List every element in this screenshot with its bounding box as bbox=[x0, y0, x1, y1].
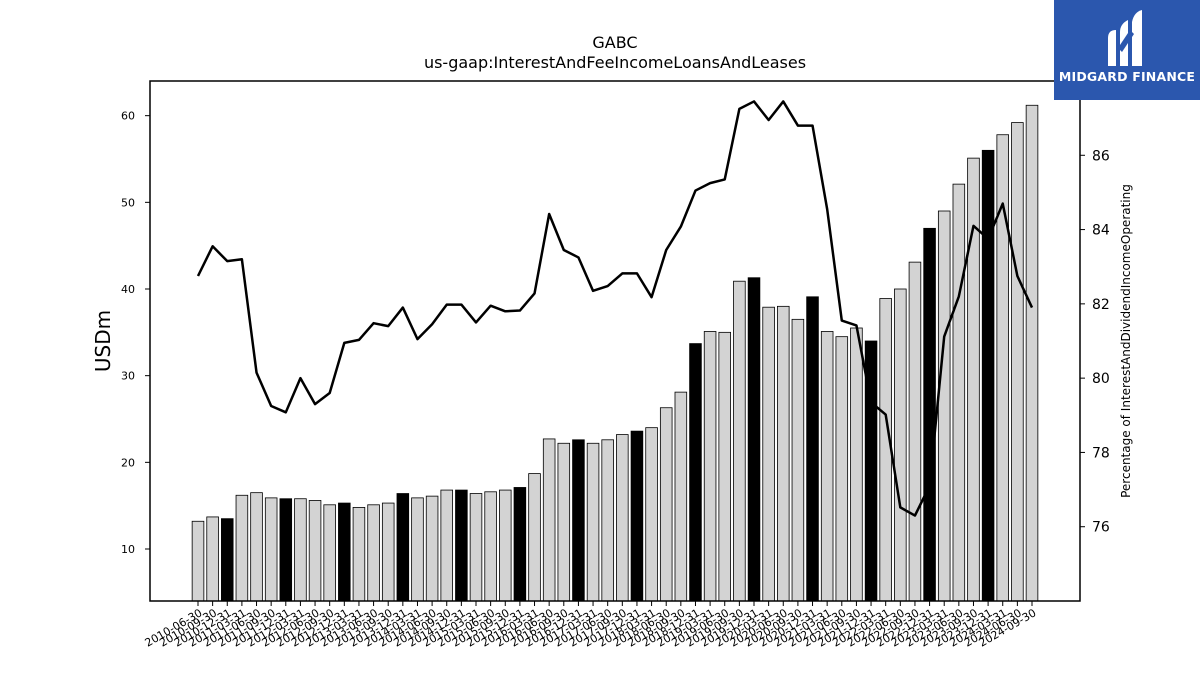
bar-2014-06-30 bbox=[425, 495, 439, 602]
plot-frame bbox=[149, 80, 1081, 602]
bar-2010-09-30 bbox=[206, 516, 219, 602]
bar-2013-03-31 bbox=[352, 506, 366, 602]
bar-2020-09-30 bbox=[791, 318, 805, 602]
bar-2021-06-30 bbox=[835, 336, 849, 602]
bar-2012-06-30 bbox=[308, 500, 322, 602]
bar-2022-09-30 bbox=[908, 261, 922, 602]
bar-2012-12-31 bbox=[338, 502, 351, 602]
bar-2014-12-31 bbox=[455, 489, 468, 602]
bar-2015-12-31 bbox=[513, 487, 527, 602]
bar-2017-09-30 bbox=[616, 434, 629, 602]
y2-tick-label: 78 bbox=[1092, 445, 1110, 461]
bar-2017-03-31 bbox=[586, 442, 600, 602]
y2-tick-label: 86 bbox=[1092, 148, 1110, 164]
bar-2019-03-31 bbox=[703, 331, 717, 602]
bar-2015-06-30 bbox=[484, 491, 497, 602]
y-tick-label: 20 bbox=[121, 456, 135, 469]
bar-2019-06-30 bbox=[718, 331, 731, 602]
bar-2012-03-31 bbox=[294, 498, 307, 602]
y2-tick-label: 76 bbox=[1092, 520, 1110, 536]
bar-2023-09-30 bbox=[967, 157, 980, 602]
bar-2011-03-31 bbox=[235, 494, 249, 602]
bar-2016-09-30 bbox=[557, 442, 571, 602]
bar-2010-06-30 bbox=[191, 520, 205, 602]
bar-2020-06-30 bbox=[777, 305, 790, 602]
bar-2022-03-31 bbox=[879, 298, 892, 602]
brand-logo: MIDGARD FINANCE bbox=[1054, 0, 1200, 100]
bar-2020-03-31 bbox=[762, 306, 775, 602]
bar-2013-06-30 bbox=[367, 504, 380, 602]
chart-title: GABC bbox=[592, 33, 638, 52]
bar-2023-06-30 bbox=[952, 183, 966, 602]
bar-2011-06-30 bbox=[250, 492, 263, 602]
bar-2014-03-31 bbox=[411, 497, 424, 602]
bar-2020-12-31 bbox=[806, 296, 819, 602]
bar-2019-12-31 bbox=[747, 277, 761, 602]
bar-2016-06-30 bbox=[542, 438, 556, 602]
y-tick-label: 50 bbox=[121, 196, 135, 209]
bar-2024-09-30 bbox=[1025, 104, 1039, 602]
bar-2011-12-31 bbox=[279, 498, 293, 602]
bar-2015-03-31 bbox=[469, 493, 483, 602]
bar-2022-12-31 bbox=[923, 227, 936, 602]
y-tick-label: 40 bbox=[121, 283, 135, 296]
x-axis: 2010-06-302010-09-302010-12-312011-03-31… bbox=[143, 601, 1039, 650]
bar-2021-09-30 bbox=[850, 327, 863, 602]
bar-2021-03-31 bbox=[820, 331, 834, 602]
logo-text: MIDGARD FINANCE bbox=[1058, 69, 1196, 84]
bar-2010-12-31 bbox=[221, 518, 234, 602]
y2-tick-label: 82 bbox=[1092, 297, 1110, 313]
y2-tick-label: 80 bbox=[1092, 371, 1110, 387]
bar-2023-12-31 bbox=[981, 149, 995, 602]
y-axis-label: USDm bbox=[91, 310, 115, 372]
bar-2014-09-30 bbox=[440, 489, 453, 602]
bars-layer bbox=[191, 104, 1039, 602]
bar-2011-09-30 bbox=[264, 497, 278, 602]
y-tick-label: 10 bbox=[121, 543, 135, 556]
y2-axis-label: Percentage of InterestAndDividendIncomeO… bbox=[1119, 184, 1133, 498]
bar-2019-09-30 bbox=[733, 280, 746, 602]
bar-2017-12-31 bbox=[630, 430, 644, 602]
bar-2018-03-31 bbox=[645, 427, 658, 602]
bar-2018-12-31 bbox=[689, 343, 702, 602]
bar-2016-03-31 bbox=[528, 473, 541, 602]
bar-2024-06-30 bbox=[1011, 122, 1024, 602]
bar-2012-09-30 bbox=[323, 504, 336, 602]
y-axis-right: 76 78 80 82 84 86 bbox=[1080, 148, 1110, 536]
y-axis-left: 10 20 30 40 50 60 bbox=[121, 110, 150, 556]
logo-mark-icon bbox=[1108, 10, 1142, 66]
chart-subtitle: us-gaap:InterestAndFeeIncomeLoansAndLeas… bbox=[423, 53, 807, 72]
bar-2013-09-30 bbox=[381, 502, 395, 602]
y2-tick-label: 84 bbox=[1092, 223, 1110, 239]
bar-2023-03-31 bbox=[937, 210, 951, 602]
bar-2018-09-30 bbox=[674, 391, 688, 602]
bar-2018-06-30 bbox=[659, 407, 673, 602]
y-tick-label: 30 bbox=[121, 370, 135, 383]
y-tick-label: 60 bbox=[121, 110, 135, 123]
line-layer bbox=[196, 100, 1034, 517]
bar-2013-12-31 bbox=[396, 493, 410, 602]
bar-2016-12-31 bbox=[572, 439, 585, 602]
bar-2015-09-30 bbox=[499, 489, 512, 602]
percentage-line bbox=[196, 100, 1034, 517]
bar-2017-06-30 bbox=[601, 439, 614, 602]
bar-2022-06-30 bbox=[894, 288, 907, 602]
